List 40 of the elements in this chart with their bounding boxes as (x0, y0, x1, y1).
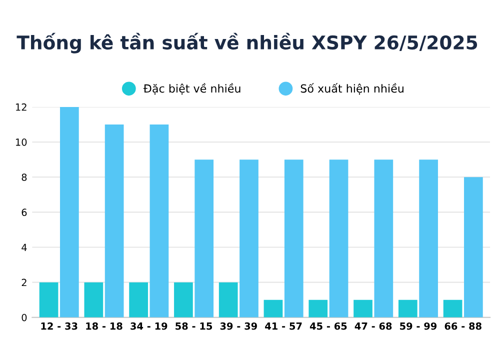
bar (419, 160, 438, 318)
bar (150, 124, 169, 318)
bar (464, 177, 483, 318)
x-tick-label: 66 - 88 (444, 322, 482, 330)
bar (39, 282, 58, 318)
y-tick-label: 6 (22, 208, 27, 216)
chart-title: Thống kê tần suất về nhiều XSPY 26/5/2025 (16, 32, 478, 54)
bar (398, 300, 418, 318)
x-tick-label: 18 - 18 (86, 322, 122, 330)
bar (104, 124, 124, 318)
bar (84, 282, 104, 318)
bar (240, 160, 258, 318)
x-tick-label: 59 - 99 (400, 322, 437, 330)
x-tick-label: 39 - 39 (220, 322, 257, 330)
bar (443, 300, 462, 318)
bar (218, 282, 238, 318)
x-tick-label: 41 - 57 (265, 322, 302, 330)
legend-label: Đặc biệt về nhiều (143, 83, 240, 95)
y-tick-label: 10 (16, 138, 27, 146)
y-tick-label: 2 (22, 278, 26, 286)
x-tick-label: 45 - 65 (310, 322, 347, 330)
x-tick-label: 12 - 33 (41, 322, 78, 330)
y-tick-label: 0 (22, 314, 27, 322)
bar (284, 160, 304, 318)
x-tick-label: 58 - 15 (176, 322, 212, 330)
y-tick-label: 8 (22, 174, 27, 181)
bar (354, 300, 372, 318)
bar (174, 282, 193, 318)
bar (308, 300, 328, 318)
bar (194, 160, 214, 318)
bar (329, 160, 348, 318)
bar (374, 160, 394, 318)
y-tick-label: 4 (22, 244, 27, 251)
bar (264, 300, 283, 318)
x-tick-label: 47 - 68 (354, 322, 392, 330)
bar (60, 106, 79, 318)
x-tick-label: 34 - 19 (130, 322, 168, 330)
bar (129, 282, 148, 318)
y-tick-label: 12 (16, 103, 26, 111)
legend-label: Số xuất hiện nhiều (300, 83, 404, 95)
